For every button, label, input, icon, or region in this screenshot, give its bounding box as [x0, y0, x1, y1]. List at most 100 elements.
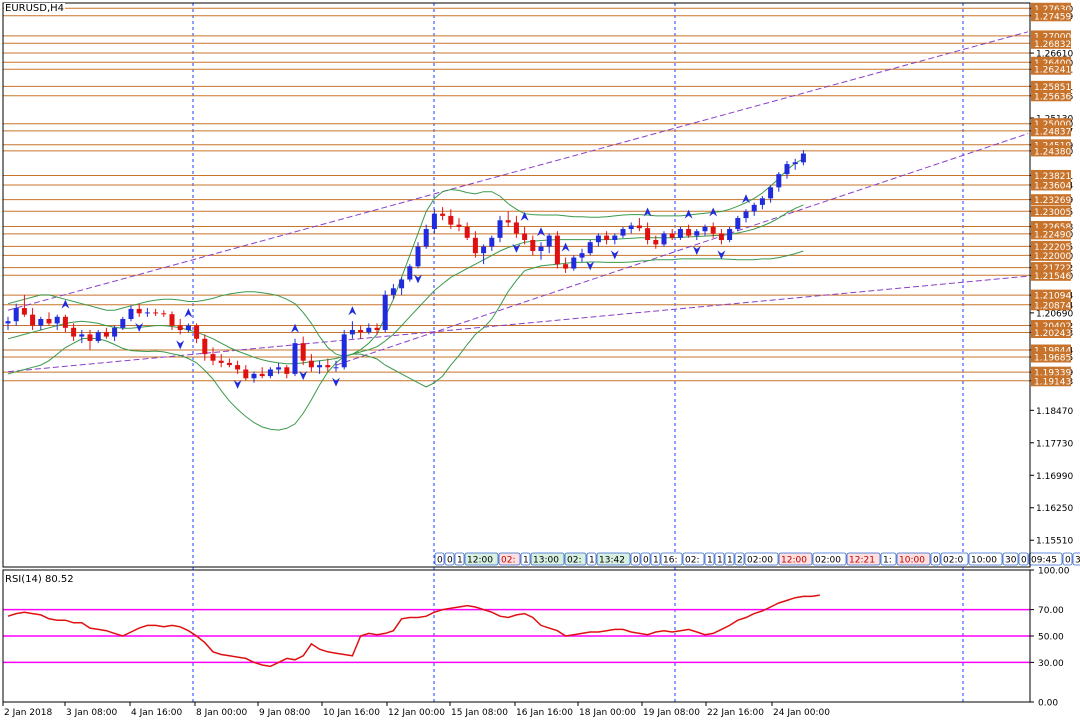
- candle: [333, 360, 339, 372]
- time-tick-label: 3 Jan 08:00: [66, 708, 118, 718]
- trendline[interactable]: [335, 133, 1029, 366]
- candle-body: [415, 246, 421, 267]
- level-price-tag[interactable]: [1031, 375, 1071, 387]
- candle-body: [431, 213, 437, 230]
- level-price-tag[interactable]: [1031, 139, 1071, 151]
- candle: [489, 235, 495, 251]
- candle: [792, 158, 798, 170]
- candle-body: [374, 327, 380, 330]
- rsi-tick-label: 50.00: [1038, 633, 1064, 643]
- session-cell-text: 02:00: [747, 556, 773, 566]
- level-price-tag[interactable]: [1031, 320, 1071, 332]
- bollinger-upper: [7, 158, 804, 357]
- candle: [79, 329, 85, 344]
- session-cell: [1072, 552, 1080, 566]
- session-cell: [434, 552, 445, 566]
- candle-body: [284, 367, 290, 374]
- level-price-tag[interactable]: [1031, 90, 1071, 102]
- trendline[interactable]: [7, 31, 1029, 311]
- level-price-tag[interactable]: [1031, 169, 1071, 181]
- level-price-tag[interactable]: [1031, 269, 1071, 281]
- candle-body: [300, 343, 306, 361]
- candle: [727, 226, 733, 243]
- candle: [431, 209, 437, 234]
- candle-body: [628, 225, 634, 230]
- candle-body: [579, 253, 585, 258]
- level-price-tag[interactable]: [1031, 366, 1071, 378]
- level-price-tag[interactable]: [1031, 118, 1071, 130]
- level-price-tag[interactable]: [1031, 289, 1071, 301]
- fractal-up-arrow: [348, 306, 357, 316]
- price-tick-label: 1.15510: [1036, 537, 1073, 547]
- candle: [251, 371, 257, 383]
- candle: [103, 327, 109, 339]
- level-price-tag[interactable]: [1031, 125, 1071, 137]
- candle: [136, 303, 142, 317]
- level-price-tag[interactable]: [1031, 145, 1071, 157]
- candle-body: [276, 367, 282, 370]
- candle: [194, 323, 200, 344]
- candle: [267, 367, 273, 379]
- level-price-tag[interactable]: [1031, 228, 1071, 240]
- session-cell: [464, 552, 499, 566]
- level-price-tag[interactable]: [1031, 2, 1071, 14]
- candle: [177, 319, 183, 335]
- price-tick-label: 1.16990: [1036, 472, 1073, 482]
- fractal-down-arrow: [414, 274, 422, 284]
- level-price-tag[interactable]: [1031, 326, 1071, 338]
- candle-body: [776, 174, 782, 188]
- candle: [653, 235, 659, 249]
- level-price-tag-text: 1.22658: [1034, 223, 1071, 233]
- level-price-tag[interactable]: [1031, 299, 1071, 311]
- level-price-tag[interactable]: [1031, 351, 1071, 363]
- candle-body: [735, 218, 741, 230]
- session-cell: [940, 552, 969, 566]
- candle: [112, 325, 118, 341]
- candle: [13, 303, 19, 326]
- candle-body: [185, 325, 191, 330]
- level-price-tag[interactable]: [1031, 30, 1071, 42]
- candle: [686, 224, 692, 238]
- level-price-tag[interactable]: [1031, 262, 1071, 274]
- session-cell: [444, 552, 455, 566]
- candle: [358, 325, 364, 339]
- session-cell-text: 0: [447, 556, 453, 566]
- candle-body: [784, 164, 790, 175]
- fractal-down-arrow: [610, 250, 619, 260]
- fractal-down-arrow: [135, 322, 144, 332]
- level-price-tag[interactable]: [1031, 220, 1071, 232]
- candle: [481, 244, 487, 265]
- candle: [718, 229, 724, 245]
- candle: [95, 329, 101, 344]
- level-price-tag[interactable]: [1031, 80, 1071, 92]
- candle: [54, 314, 60, 330]
- candle-body: [464, 226, 470, 238]
- level-price-tag[interactable]: [1031, 37, 1071, 49]
- level-price-tag-text: 1.20243: [1034, 329, 1071, 339]
- level-price-tag[interactable]: [1031, 56, 1071, 68]
- candle: [317, 360, 323, 374]
- time-tick-label: 2 Jan 2018: [4, 708, 52, 718]
- level-price-tag[interactable]: [1031, 179, 1071, 191]
- level-price-tag[interactable]: [1031, 194, 1071, 206]
- candle: [604, 231, 610, 245]
- level-price-tag[interactable]: [1031, 249, 1071, 261]
- candle: [235, 360, 241, 374]
- session-cell-text: 10:00: [971, 556, 997, 566]
- candle: [595, 233, 601, 247]
- time-tick-label: 8 Jan 00:00: [196, 708, 248, 718]
- level-price-tag-text: 1.26832: [1034, 40, 1071, 50]
- session-cell-text: 12:00: [467, 556, 493, 566]
- session-cell: [778, 552, 813, 566]
- level-price-tag[interactable]: [1031, 10, 1071, 22]
- candle-body: [202, 338, 208, 355]
- candle: [325, 358, 331, 372]
- session-cell: [498, 552, 521, 566]
- level-price-tag[interactable]: [1031, 205, 1071, 217]
- level-price-tag[interactable]: [1031, 344, 1071, 356]
- fractal-down-arrow: [692, 246, 701, 256]
- level-price-tag[interactable]: [1031, 240, 1071, 252]
- level-price-tag[interactable]: [1031, 63, 1071, 75]
